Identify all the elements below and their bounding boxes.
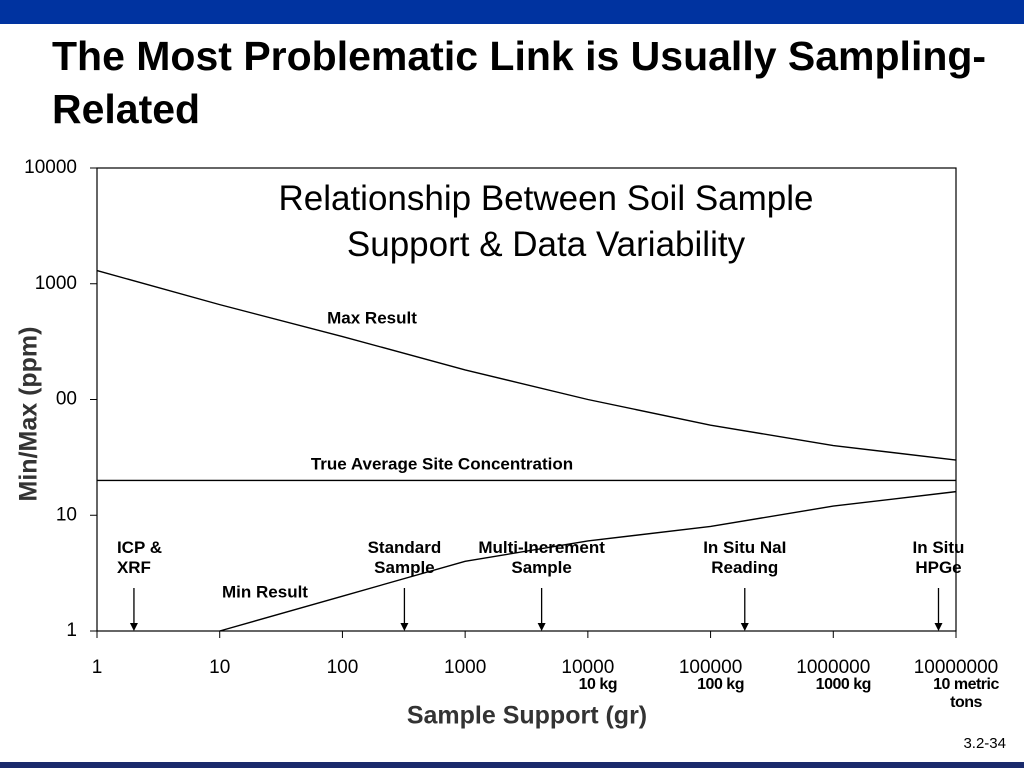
x-tick-label: 1000000 [796,657,870,678]
x-tick-label: 10 [209,657,230,678]
series-label: Max Result [327,308,417,327]
series-label: Min Result [222,582,308,601]
x-tick-label: 100000 [679,657,742,678]
series-label: True Average Site Concentration [311,454,573,473]
slide-title: The Most Problematic Link is Usually Sam… [52,33,987,133]
mass-label: 1000 kg [815,676,872,693]
y-tick-label: 10 [56,504,77,525]
x-tick-label: 10000 [561,657,614,678]
y-tick-label: 1000 [35,273,77,294]
x-axis-label: Sample Support (gr) [407,702,647,730]
y-axis-label: Min/Max (ppm) [15,327,43,502]
mass-label: 10 kg [578,676,618,693]
x-tick-label: 1 [92,657,103,678]
x-tick-label: 1000 [444,657,486,678]
arrow-head [537,623,546,631]
annotation: In Situ HPGe [912,538,965,578]
series-line [219,490,957,632]
arrow-head [400,623,409,631]
bottom-bar [0,762,1024,768]
top-bar [0,0,1024,24]
x-tick-label: 100 [327,657,359,678]
annotation: Multi-Increment Sample [478,538,605,578]
annotation: Standard Sample [367,538,442,578]
y-tick-label: 10000 [24,157,77,178]
x-tick-label: 10000000 [914,657,999,678]
y-tick-label: 1 [66,620,77,641]
page-number: 3.2-34 [963,735,1006,752]
annotation: ICP & XRF [116,538,162,578]
mass-label: 100 kg [697,676,744,693]
chart-title: Relationship Between Soil Sample Support… [278,179,814,264]
y-tick-label: 00 [56,389,77,410]
annotation: In Situ NaI Reading [703,538,787,578]
arrow-head [740,623,749,631]
arrow-head [934,623,943,631]
arrow-head [129,623,138,631]
series-line [96,269,957,461]
mass-label: 10 metric tons [933,676,999,711]
